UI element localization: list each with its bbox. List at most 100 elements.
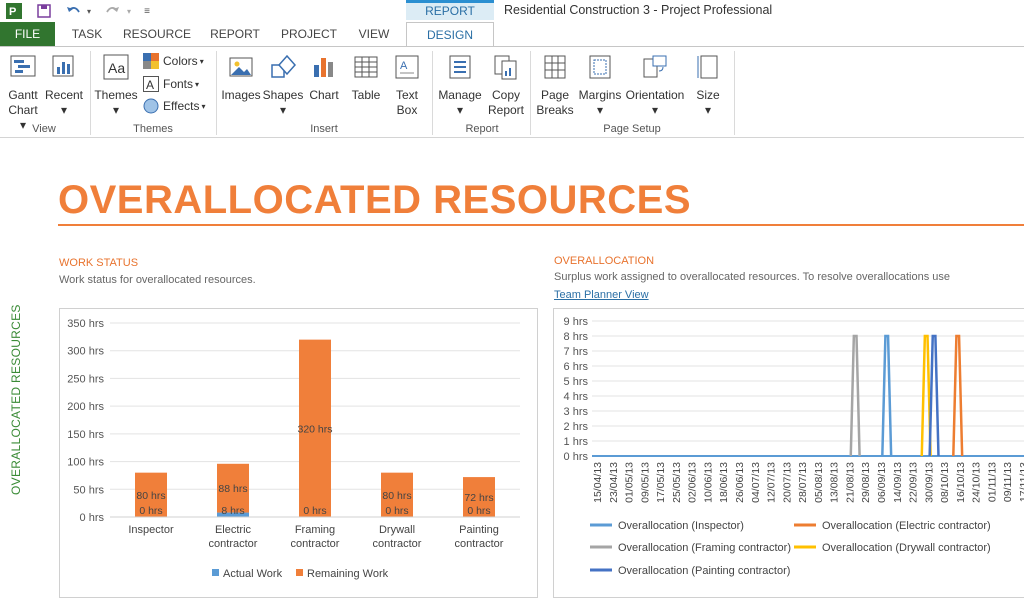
report-tools-contextual-label: REPORT TOOLS bbox=[406, 0, 494, 35]
y-tick-label: 1 hrs bbox=[564, 436, 589, 448]
y-tick-label: 100 hrs bbox=[67, 457, 104, 469]
bar-remaining bbox=[381, 472, 413, 517]
svg-text:P: P bbox=[9, 6, 16, 18]
x-tick-label: 14/09/13 bbox=[892, 462, 904, 503]
tab-design[interactable]: DESIGN bbox=[406, 22, 494, 47]
y-tick-label: 150 hrs bbox=[67, 429, 104, 441]
series-line bbox=[928, 334, 940, 457]
x-tick-label: 24/10/13 bbox=[971, 462, 983, 503]
tab-report[interactable]: REPORT bbox=[210, 27, 260, 41]
text-box-label-line1: Text bbox=[395, 88, 418, 102]
fonts-label: Fonts bbox=[163, 77, 194, 91]
page-breaks-button[interactable]: Page Breaks bbox=[534, 53, 576, 118]
title-bar: P ▾ ▾ ≡ REPORT TOOLS Residential Constru… bbox=[0, 0, 1024, 35]
size-icon bbox=[697, 55, 718, 79]
x-tick-label: 25/05/13 bbox=[671, 462, 683, 503]
overallocation-description[interactable]: Surplus work assigned to overallocated r… bbox=[554, 271, 951, 283]
data-label-remaining: 320 hrs bbox=[297, 423, 332, 435]
series-line bbox=[920, 334, 932, 457]
legend-label: Overallocation (Painting contractor) bbox=[618, 565, 790, 577]
gantt-chart-button[interactable]: Gantt Chart ▾ bbox=[4, 53, 42, 133]
work-status-description[interactable]: Work status for overallocated resources. bbox=[59, 274, 256, 286]
manage-label: Manage bbox=[438, 88, 482, 102]
x-tick-label: 20/07/13 bbox=[781, 462, 793, 503]
orientation-dropdown-icon: ▾ bbox=[651, 103, 659, 117]
report-side-label[interactable]: OVERALLOCATED RESOURCES bbox=[9, 304, 23, 495]
y-tick-label: 0 hrs bbox=[564, 451, 589, 463]
bar-actual bbox=[217, 512, 249, 517]
report-canvas[interactable]: OVERALLOCATED RESOURCES OVERALLOCATED RE… bbox=[0, 138, 1024, 598]
undo-icon[interactable] bbox=[62, 2, 84, 20]
category-label: Drywall bbox=[379, 524, 415, 536]
table-button[interactable]: Table bbox=[346, 53, 386, 103]
ribbon: Gantt Chart ▾ Recent ▾ View Aa Themes ▾ … bbox=[0, 46, 1024, 138]
themes-label: Themes bbox=[94, 88, 138, 102]
chart-button[interactable]: Chart bbox=[306, 53, 342, 103]
themes-button[interactable]: Aa Themes ▾ bbox=[94, 53, 138, 118]
tab-project[interactable]: PROJECT bbox=[280, 27, 337, 41]
y-tick-label: 3 hrs bbox=[564, 406, 589, 418]
customize-qat-icon[interactable]: ≡ bbox=[144, 5, 150, 17]
margins-button[interactable]: Margins ▾ bbox=[578, 53, 622, 118]
table-icon bbox=[354, 56, 378, 78]
category-label: Framing bbox=[295, 524, 335, 536]
images-label: Images bbox=[221, 88, 261, 102]
colors-icon bbox=[143, 53, 159, 69]
size-button[interactable]: Size ▾ bbox=[690, 53, 726, 118]
copy-report-label-line1: Copy bbox=[491, 88, 520, 102]
copy-report-icon bbox=[494, 55, 517, 80]
overallocation-heading[interactable]: OVERALLOCATION bbox=[554, 255, 655, 267]
manage-button[interactable]: Manage ▾ bbox=[436, 53, 484, 118]
page-breaks-label-line2: Breaks bbox=[536, 103, 574, 117]
category-label: Painting bbox=[459, 524, 499, 536]
images-button[interactable]: Images bbox=[220, 53, 262, 103]
svg-text:Aa: Aa bbox=[108, 60, 125, 76]
x-tick-label: 01/05/13 bbox=[624, 462, 636, 503]
tab-task[interactable]: TASK bbox=[71, 27, 103, 41]
manage-dropdown-icon: ▾ bbox=[456, 103, 464, 117]
undo-dropdown-icon[interactable]: ▾ bbox=[86, 6, 91, 16]
shapes-button[interactable]: Shapes ▾ bbox=[262, 53, 304, 118]
table-label: Table bbox=[351, 88, 381, 102]
fonts-button[interactable]: A Fonts ▾ bbox=[143, 76, 199, 92]
page-breaks-icon bbox=[544, 55, 566, 79]
recent-icon bbox=[52, 55, 74, 77]
copy-report-button[interactable]: Copy Report bbox=[486, 53, 526, 118]
x-tick-label: 28/07/13 bbox=[797, 462, 809, 503]
effects-button[interactable]: Effects ▾ bbox=[143, 98, 205, 114]
redo-icon[interactable] bbox=[102, 2, 124, 20]
data-label-actual: 0 hrs bbox=[139, 505, 162, 517]
tab-resource[interactable]: RESOURCE bbox=[122, 27, 191, 41]
series-line bbox=[952, 334, 964, 457]
tab-file[interactable]: FILE bbox=[0, 22, 55, 46]
colors-dropdown-icon: ▾ bbox=[199, 56, 204, 66]
y-tick-label: 8 hrs bbox=[564, 331, 589, 343]
save-icon[interactable] bbox=[34, 2, 54, 20]
effects-icon bbox=[143, 98, 159, 114]
orientation-button[interactable]: Orientation ▾ bbox=[624, 53, 686, 118]
group-separator bbox=[734, 51, 735, 135]
page-breaks-label-line1: Page bbox=[540, 88, 570, 102]
colors-label: Colors bbox=[163, 54, 198, 68]
team-planner-view-link[interactable]: Team Planner View bbox=[554, 289, 649, 301]
tab-view[interactable]: VIEW bbox=[358, 27, 390, 41]
margins-dropdown-icon: ▾ bbox=[596, 103, 604, 117]
ribbon-tabs: FILE TASK RESOURCE REPORT PROJECT VIEW D… bbox=[0, 22, 1024, 47]
data-label-actual: 0 hrs bbox=[467, 505, 490, 517]
x-tick-label: 09/11/13 bbox=[1002, 462, 1014, 502]
bar-remaining bbox=[135, 472, 167, 517]
overallocation-chart[interactable]: 0 hrs 1 hrs 2 hrs 3 hrs 4 hrs 5 hrs 6 hrs 7 hrs… bbox=[553, 308, 1024, 598]
recent-button[interactable]: Recent ▾ bbox=[44, 53, 84, 118]
x-tick-label: 02/06/13 bbox=[687, 462, 699, 503]
work-status-heading[interactable]: WORK STATUS bbox=[59, 257, 139, 269]
x-tick-label: 05/08/13 bbox=[813, 462, 825, 503]
title-underline bbox=[58, 224, 1024, 226]
report-title[interactable]: OVERALLOCATED RESOURCES bbox=[58, 178, 692, 222]
colors-button[interactable]: Colors ▾ bbox=[143, 53, 204, 69]
redo-dropdown-icon[interactable]: ▾ bbox=[126, 6, 131, 16]
text-box-button[interactable]: A Text Box bbox=[388, 53, 426, 118]
bar-remaining bbox=[217, 463, 249, 513]
work-status-chart[interactable]: 0 hrs 50 hrs 100 hrs 150 hrs 200 hrs 250 hrs 3… bbox=[59, 308, 538, 598]
group-label-report: Report bbox=[465, 123, 499, 135]
group-separator bbox=[90, 51, 91, 135]
